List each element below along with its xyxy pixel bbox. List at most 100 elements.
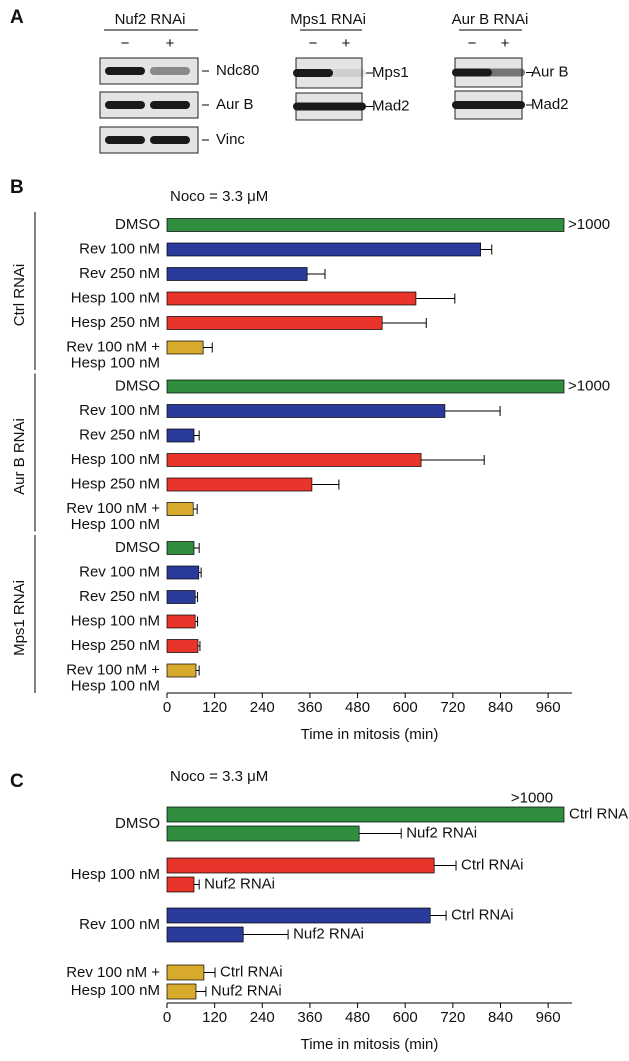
x-tick-label: 840 xyxy=(488,1009,513,1026)
blot-title: Mps1 RNAi xyxy=(290,11,366,28)
error-bar xyxy=(434,861,456,871)
group-label: Aur B RNAi xyxy=(11,418,28,495)
series-label: Ctrl RNAi xyxy=(461,856,524,873)
series-label: Ctrl RNAi xyxy=(569,805,629,822)
x-tick-label: 840 xyxy=(488,699,513,716)
band xyxy=(150,67,190,75)
series-label: Nuf2 RNAi xyxy=(293,925,364,942)
error-bar xyxy=(203,343,212,353)
error-bar xyxy=(430,911,446,921)
band-label: Mad2 xyxy=(531,96,569,113)
error-bar xyxy=(382,318,426,328)
category-label: DMSO xyxy=(115,815,160,832)
lane-label: − xyxy=(121,35,130,52)
lane-label: + xyxy=(166,35,175,52)
x-tick-label: 240 xyxy=(250,699,275,716)
x-tick-label: 480 xyxy=(345,699,370,716)
bar xyxy=(167,908,430,923)
series-label: Ctrl RNAi xyxy=(451,906,514,923)
error-bar xyxy=(195,592,197,602)
category-label: Rev 100 nM xyxy=(79,563,160,580)
chart-title: Noco = 3.3 μM xyxy=(170,768,268,785)
blot-title: Nuf2 RNAi xyxy=(115,11,186,28)
band-label: Vinc xyxy=(216,131,245,148)
band xyxy=(150,136,190,144)
x-axis-label: Time in mitosis (min) xyxy=(301,726,439,743)
x-tick-label: 960 xyxy=(536,699,561,716)
bar xyxy=(167,429,194,442)
error-bar xyxy=(359,829,401,839)
error-bar xyxy=(196,987,206,997)
bar xyxy=(167,503,193,516)
bar xyxy=(167,807,564,822)
band-label: Aur B xyxy=(216,96,254,113)
x-tick-label: 720 xyxy=(440,1009,465,1026)
bar xyxy=(167,542,194,555)
error-bar xyxy=(243,930,288,940)
bar xyxy=(167,984,196,999)
band-label: Mps1 xyxy=(372,64,409,81)
value-label: >1000 xyxy=(511,789,553,806)
category-label: DMSO xyxy=(115,377,160,394)
error-bar xyxy=(193,504,197,514)
category-label: Hesp 250 nM xyxy=(71,637,160,654)
x-tick-label: 960 xyxy=(536,1009,561,1026)
category-label: Rev 100 nM +Hesp 100 nM xyxy=(66,500,160,533)
value-label: >1000 xyxy=(568,377,610,394)
band xyxy=(150,101,190,109)
lane-label: − xyxy=(309,35,318,52)
band xyxy=(485,101,525,109)
error-bar xyxy=(307,269,325,279)
band xyxy=(326,69,366,77)
x-tick-label: 600 xyxy=(393,699,418,716)
x-tick-label: 240 xyxy=(250,1009,275,1026)
error-bar xyxy=(194,431,199,441)
category-label: Rev 100 nM +Hesp 100 nM xyxy=(66,661,160,694)
error-bar xyxy=(194,543,199,553)
value-label: >1000 xyxy=(568,216,610,233)
bar xyxy=(167,965,204,980)
bar xyxy=(167,341,203,354)
error-bar xyxy=(481,245,492,255)
error-bar xyxy=(416,294,455,304)
error-bar xyxy=(421,455,484,465)
bar xyxy=(167,566,199,579)
bar xyxy=(167,292,416,305)
category-label: Hesp 100 nM xyxy=(71,451,160,468)
category-label: Rev 100 nM +Hesp 100 nM xyxy=(66,338,160,371)
bar xyxy=(167,664,196,677)
band-label: Mad2 xyxy=(372,97,410,114)
error-bar xyxy=(194,880,199,890)
error-bar xyxy=(312,480,339,490)
group-label: Mps1 RNAi xyxy=(11,580,28,656)
x-tick-label: 600 xyxy=(393,1009,418,1026)
bar xyxy=(167,380,564,393)
band xyxy=(105,67,145,75)
x-tick-label: 480 xyxy=(345,1009,370,1026)
category-label: DMSO xyxy=(115,216,160,233)
bar xyxy=(167,826,359,841)
category-label: Hesp 100 nM xyxy=(71,289,160,306)
lane-label: + xyxy=(501,35,510,52)
figure: A Nuf2 RNAi−+Ndc80Aur BVincMps1 RNAi−+Mp… xyxy=(0,0,629,1061)
x-tick-label: 0 xyxy=(163,1009,171,1026)
band xyxy=(485,69,525,77)
category-label: DMSO xyxy=(115,539,160,556)
category-label: Rev 100 nM xyxy=(79,240,160,257)
bar xyxy=(167,243,481,256)
bar xyxy=(167,640,198,653)
category-label: Hesp 250 nM xyxy=(71,475,160,492)
bar xyxy=(167,591,195,604)
band-label: Ndc80 xyxy=(216,62,259,79)
band xyxy=(105,101,145,109)
x-axis-label: Time in mitosis (min) xyxy=(301,1036,439,1053)
chart-title: Noco = 3.3 μM xyxy=(170,188,268,205)
series-label: Nuf2 RNAi xyxy=(406,824,477,841)
category-label: Rev 100 nM xyxy=(79,916,160,933)
bar xyxy=(167,877,194,892)
x-tick-label: 120 xyxy=(202,699,227,716)
x-tick-label: 360 xyxy=(297,699,322,716)
error-bar xyxy=(196,666,199,676)
panel-label: C xyxy=(10,771,24,792)
bar xyxy=(167,927,243,942)
